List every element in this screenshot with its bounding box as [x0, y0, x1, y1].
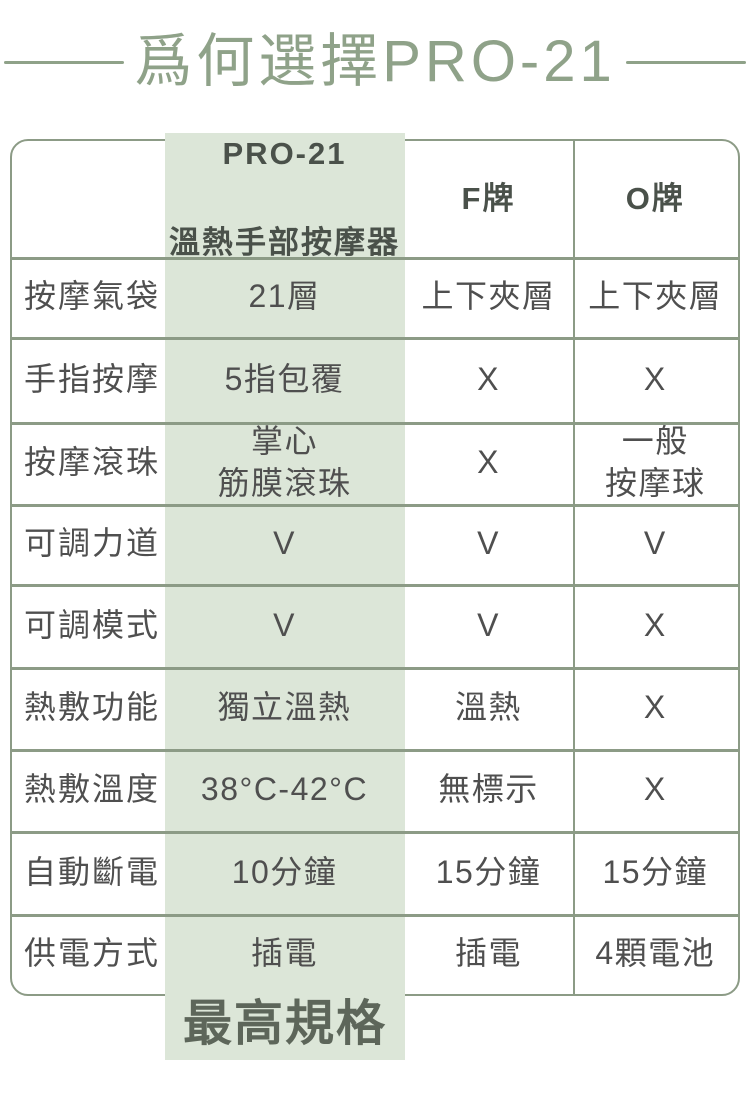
cell-brand-o: X: [643, 771, 667, 808]
cell-brand-f: 溫熱: [454, 689, 522, 726]
title-rule-right: [625, 60, 747, 64]
row-label: 可調模式: [24, 606, 161, 643]
column-divider: [572, 141, 575, 994]
cell-brand-o: 4顆電池: [595, 935, 716, 972]
row-label: 可調力道: [24, 525, 161, 562]
row-label: 按摩氣袋: [24, 278, 161, 315]
row-label: 供電方式: [24, 935, 161, 972]
row-divider: [12, 337, 738, 340]
row-divider: [12, 831, 738, 834]
highlight-column-background: [164, 132, 405, 1060]
header-product-cell: PRO-21 溫熱手部按摩器: [165, 136, 405, 261]
cell-brand-f: 15分鐘: [435, 853, 542, 890]
product-model-label: PRO-21: [222, 135, 347, 171]
row-divider: [12, 584, 738, 587]
row-label: 熱敷溫度: [24, 771, 161, 808]
cell-brand-f: X: [477, 444, 500, 481]
cell-pro21: V: [273, 606, 296, 643]
cell-pro21: 獨立溫熱: [217, 689, 352, 726]
cell-pro21: 掌心 筋膜滾珠: [217, 423, 352, 501]
header-empty-cell: [12, 141, 165, 257]
row-label: 自動斷電: [24, 853, 161, 890]
cell-pro21: 38°C-42°C: [200, 771, 369, 808]
row-divider: [12, 914, 738, 917]
top-spec-badge: 最高規格: [182, 997, 387, 1051]
cell-brand-o: 15分鐘: [602, 853, 709, 890]
comparison-table: PRO-21 溫熱手部按摩器 F牌 O牌 按摩氣袋 21層 上下夾層 上下夾層 …: [10, 132, 740, 1060]
cell-brand-f: 上下夾層: [421, 278, 556, 315]
cell-pro21: 10分鐘: [231, 853, 338, 890]
header-brand-o-cell: O牌: [625, 180, 685, 216]
cell-brand-o: X: [643, 689, 667, 726]
cell-brand-o: X: [643, 360, 667, 397]
cell-brand-o: V: [643, 525, 667, 562]
cell-pro21: V: [273, 525, 296, 562]
cell-brand-f: 插電: [454, 935, 522, 972]
cell-brand-o: 一般 按摩球: [604, 423, 706, 501]
cell-brand-f: V: [477, 606, 500, 643]
page-title: 爲何選擇PRO-21: [134, 29, 616, 95]
cell-brand-f: X: [477, 360, 500, 397]
row-label: 熱敷功能: [24, 689, 161, 726]
cell-brand-f: 無標示: [438, 771, 539, 808]
header-brand-f-cell: F牌: [461, 180, 516, 216]
cell-pro21: 5指包覆: [224, 360, 345, 397]
row-label: 手指按摩: [24, 360, 161, 397]
row-divider: [12, 422, 738, 425]
cell-brand-o: 上下夾層: [588, 278, 723, 315]
cell-brand-f: V: [477, 525, 500, 562]
product-name-label: 溫熱手部按摩器: [169, 225, 400, 261]
title-rule-left: [4, 60, 125, 64]
cell-pro21: 21層: [248, 278, 321, 315]
title-section: 爲何選擇PRO-21: [0, 18, 750, 106]
row-divider: [12, 504, 738, 507]
table-grid: PRO-21 溫熱手部按摩器 F牌 O牌 按摩氣袋 21層 上下夾層 上下夾層 …: [12, 136, 738, 994]
row-divider: [12, 257, 738, 260]
row-divider: [12, 667, 738, 670]
cell-brand-o: X: [643, 606, 667, 643]
row-label: 按摩滾珠: [24, 444, 161, 481]
row-divider: [12, 749, 738, 752]
cell-pro21: 插電: [250, 935, 318, 972]
